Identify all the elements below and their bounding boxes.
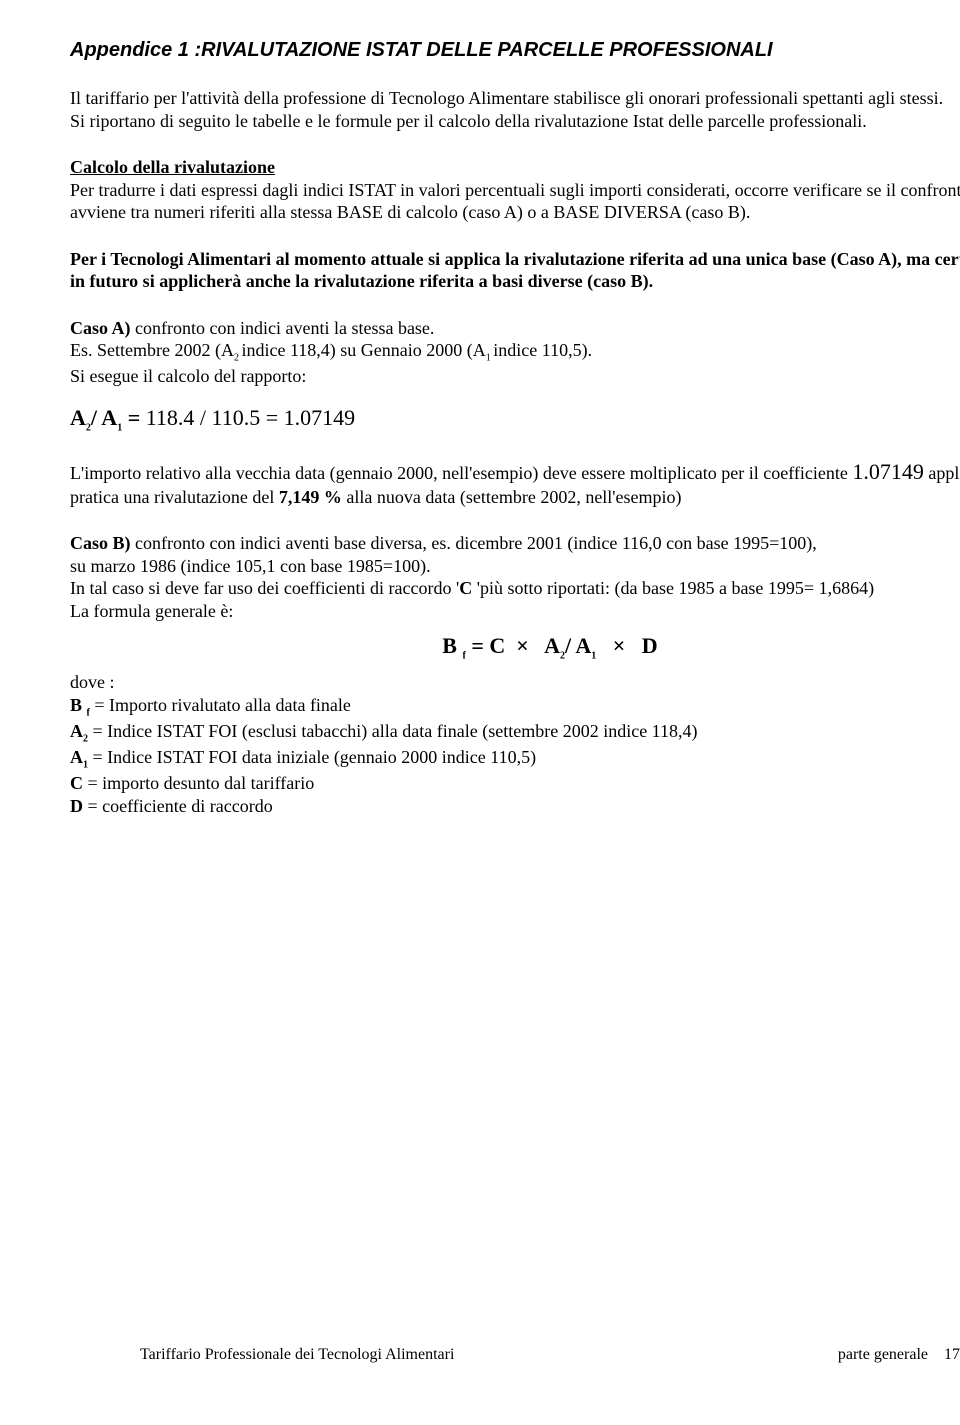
footer-left: Tariffario Professionale dei Tecnologi A… xyxy=(140,1345,454,1365)
page-number: 17 xyxy=(944,1346,960,1363)
caso-b-formula: B f = C × A2/ A1 × D xyxy=(70,632,960,663)
def-bf: B f = Importo rivalutato alla data final… xyxy=(70,694,960,720)
caso-a-exec: Si esegue il calcolo del rapporto: xyxy=(70,366,306,386)
bold-note: Per i Tecnologi Alimentari al momento at… xyxy=(70,248,960,293)
caso-b-line3: In tal caso si deve far uso dei coeffici… xyxy=(70,578,874,598)
caso-b-label: Caso B) xyxy=(70,533,131,553)
def-a1: A1 = Indice ISTAT FOI data iniziale (gen… xyxy=(70,746,960,772)
caso-a-block: Caso A) confronto con indici aventi la s… xyxy=(70,317,960,388)
dove-label: dove : xyxy=(70,671,960,694)
def-d: D = coefficiente di raccordo xyxy=(70,795,960,818)
calc-body: Per tradurre i dati espressi dagli indic… xyxy=(70,180,960,223)
def-a2: A2 = Indice ISTAT FOI (esclusi tabacchi)… xyxy=(70,720,960,746)
def-c: C = importo desunto dal tariffario xyxy=(70,772,960,795)
calc-heading: Calcolo della rivalutazione xyxy=(70,157,275,177)
intro-paragraph-2: Si riportano di seguito le tabelle e le … xyxy=(70,110,960,133)
caso-a-result: L'importo relativo alla vecchia data (ge… xyxy=(70,458,960,508)
caso-a-example: Es. Settembre 2002 (A2 indice 118,4) su … xyxy=(70,340,592,360)
caso-a-formula: A2/ A1 = 118.4 / 110.5 = 1.07149 xyxy=(70,404,960,435)
caso-b-block: Caso B) confronto con indici aventi base… xyxy=(70,532,960,622)
intro-paragraph-1: Il tariffario per l'attività della profe… xyxy=(70,87,960,110)
caso-b-line4: La formula generale è: xyxy=(70,601,233,621)
calc-section: Calcolo della rivalutazione Per tradurre… xyxy=(70,156,960,224)
footer-center: parte generale 17 xyxy=(838,1345,960,1365)
caso-a-text: confronto con indici aventi la stessa ba… xyxy=(131,318,435,338)
caso-b-line2: su marzo 1986 (indice 105,1 con base 198… xyxy=(70,556,431,576)
appendix-title: Appendice 1 :RIVALUTAZIONE ISTAT DELLE P… xyxy=(70,38,960,63)
page-footer: Tariffario Professionale dei Tecnologi A… xyxy=(140,1345,960,1365)
caso-a-label: Caso A) xyxy=(70,318,131,338)
caso-b-text: confronto con indici aventi base diversa… xyxy=(131,533,817,553)
